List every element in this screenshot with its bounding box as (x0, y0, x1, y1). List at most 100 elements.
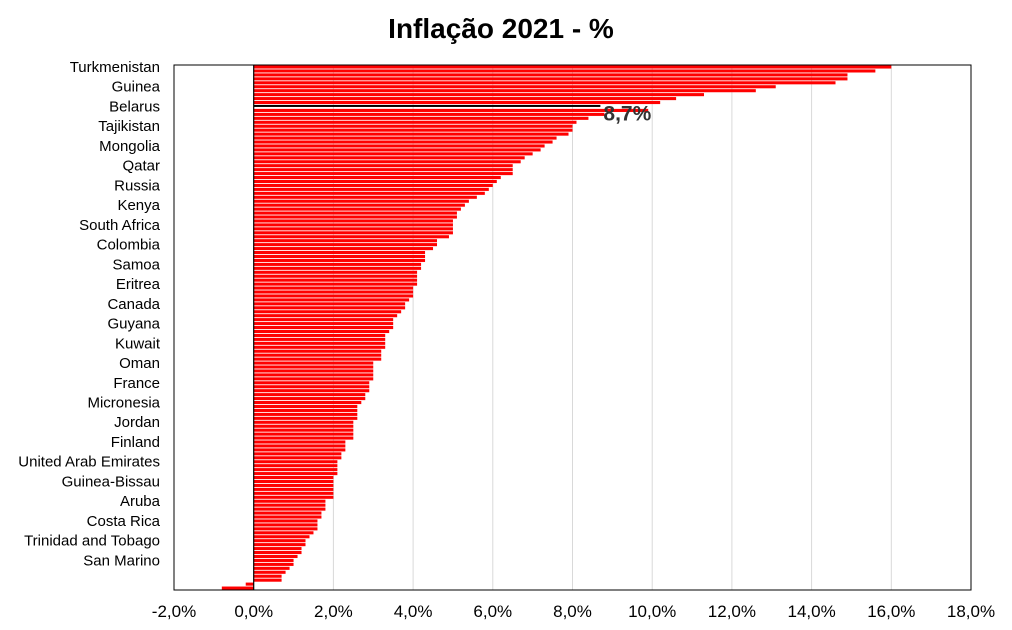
category-label: Micronesia (87, 395, 160, 412)
bar (253, 539, 306, 543)
bar (253, 231, 453, 235)
bar (253, 286, 414, 290)
x-tick-label: 18,0% (947, 602, 995, 621)
bar (253, 333, 386, 337)
bar (253, 487, 334, 491)
bar (253, 152, 533, 156)
category-label: Mongolia (99, 138, 161, 155)
bar (253, 401, 362, 405)
grid-layer (332, 65, 892, 590)
bar (253, 73, 848, 77)
x-tick-label: 4,0% (394, 602, 433, 621)
bar (253, 136, 557, 140)
chart-title: Inflação 2021 - % (388, 13, 614, 44)
bar (253, 460, 338, 464)
bar (253, 547, 302, 551)
bar (253, 464, 338, 468)
bar (253, 365, 374, 369)
bar (253, 282, 418, 286)
bar (253, 345, 386, 349)
bar (253, 515, 322, 519)
bar (253, 535, 310, 539)
bar (253, 298, 410, 302)
category-label: San Marino (83, 552, 160, 569)
bar (253, 69, 876, 73)
bar (253, 499, 326, 503)
bar (253, 361, 374, 365)
category-label: Oman (119, 355, 160, 372)
bar (245, 582, 254, 586)
category-label: Canada (107, 296, 160, 313)
bar (253, 483, 334, 487)
bar (253, 578, 282, 582)
category-label: Qatar (122, 158, 160, 175)
bar (253, 495, 334, 499)
bar (253, 227, 453, 231)
bar (253, 195, 477, 199)
bar (253, 353, 382, 357)
category-label: France (113, 375, 160, 392)
bar (253, 440, 346, 444)
bar (253, 306, 406, 310)
bar (253, 310, 402, 314)
category-label: Guinea (112, 79, 161, 96)
bar (253, 369, 374, 373)
bar (253, 416, 358, 420)
bar (253, 176, 501, 180)
bar (253, 156, 525, 160)
category-label: Samoa (112, 256, 160, 273)
bar (253, 349, 382, 353)
x-tick-label: 10,0% (628, 602, 676, 621)
bar (253, 65, 892, 69)
bar (253, 124, 573, 128)
category-label: Guyana (107, 316, 160, 333)
bar (253, 101, 661, 105)
bar (253, 373, 374, 377)
bar (253, 519, 318, 523)
bar (253, 523, 318, 527)
bar (253, 235, 449, 239)
x-tick-label: 8,0% (553, 602, 592, 621)
bar (253, 266, 422, 270)
bar (253, 574, 282, 578)
bar (253, 247, 434, 251)
bar (253, 215, 457, 219)
bar (253, 93, 705, 97)
bar (253, 341, 386, 345)
bar (253, 148, 541, 152)
category-label: Finland (111, 434, 160, 451)
category-label: Jordan (114, 414, 160, 431)
bar (253, 397, 366, 401)
category-label: Guinea-Bissau (62, 473, 160, 490)
bars-layer (221, 65, 892, 590)
bar (253, 77, 848, 81)
category-label: Aruba (120, 493, 161, 510)
bar (253, 444, 346, 448)
bar (253, 140, 553, 144)
bar (253, 112, 605, 116)
x-tick-label: 0,0% (234, 602, 273, 621)
bar (253, 128, 573, 132)
category-label: Turkmenistan (70, 59, 160, 76)
bar (253, 558, 294, 562)
bar (253, 187, 489, 191)
bar (253, 476, 334, 480)
bar (253, 456, 342, 460)
bar (253, 551, 302, 555)
category-label: Trinidad and Tobago (24, 533, 160, 550)
plot-frame (173, 64, 972, 591)
x-tick-label: 12,0% (708, 602, 756, 621)
x-tick-labels: -2,0% 0,0% 2,0% 4,0% 6,0% 8,0% 10,0% 12,0% 14,0%… (152, 602, 995, 621)
bar (253, 211, 457, 215)
category-label: Tajikistan (98, 118, 160, 135)
bar (253, 239, 438, 243)
bar (253, 120, 577, 124)
bar-highlight (253, 104, 601, 107)
bar (253, 377, 374, 381)
category-label: Kuwait (115, 335, 161, 352)
bar (253, 144, 545, 148)
bar (253, 543, 306, 547)
bar (253, 381, 370, 385)
bar (253, 385, 370, 389)
category-label: South Africa (79, 217, 161, 234)
